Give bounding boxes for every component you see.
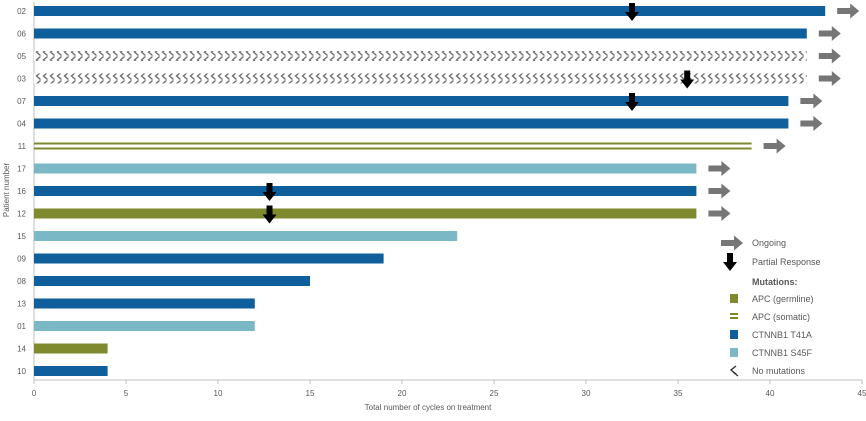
- bar-ctnnb1-t41a: [34, 28, 807, 39]
- patient-label: 01: [17, 322, 26, 331]
- bar-ctnnb1-s45f: [34, 321, 255, 331]
- markers: [262, 3, 860, 224]
- legend-swatch-no-mutation: [732, 371, 739, 377]
- ongoing-arrow-icon: [837, 3, 860, 19]
- bar-apc-somatic-line: [34, 142, 752, 145]
- bar-ctnnb1-s45f: [34, 231, 458, 241]
- x-tick-label: 20: [398, 389, 407, 398]
- legend-item-label: No mutations: [752, 366, 806, 376]
- x-tick-label: 10: [214, 389, 223, 398]
- partial-response-arrow-icon: [262, 205, 277, 224]
- x-tick-label: 35: [674, 389, 683, 398]
- partial-response-arrow-icon: [625, 3, 639, 21]
- legend-ongoing-arrow-icon: [721, 235, 743, 251]
- bar-ctnnb1-t41a: [34, 276, 310, 286]
- patient-label: 04: [17, 120, 26, 129]
- legend-item-label: APC (germline): [752, 294, 814, 304]
- patient-label: 13: [17, 300, 26, 309]
- patient-label: 15: [17, 232, 26, 241]
- bar-no-mutation: [34, 73, 807, 84]
- patient-label: 07: [17, 97, 26, 106]
- ongoing-arrow-icon: [818, 71, 841, 86]
- ongoing-arrow-icon: [818, 26, 841, 41]
- x-tick-label: 30: [582, 389, 591, 398]
- ongoing-arrow-icon: [818, 48, 841, 64]
- ongoing-arrow-icon: [800, 93, 823, 109]
- patient-label: 06: [17, 30, 26, 39]
- x-tick-label: 0: [32, 389, 37, 398]
- partial-response-arrow-icon: [625, 93, 639, 111]
- legend-response-label: Partial Response: [752, 257, 821, 267]
- bar-ctnnb1-t41a: [34, 253, 384, 264]
- bar-apc-germline: [34, 343, 108, 354]
- ongoing-arrow-icon: [800, 116, 823, 131]
- bar-ctnnb1-t41a: [34, 366, 108, 376]
- patient-label: 12: [17, 210, 26, 219]
- bar-ctnnb1-s45f: [34, 163, 697, 174]
- bar-ctnnb1-t41a: [34, 186, 697, 196]
- legend-swatch-ctnnb1-t41a: [730, 330, 738, 339]
- patient-label: 10: [17, 367, 26, 376]
- partial-response-arrow-icon: [262, 183, 277, 201]
- legend-item-label: APC (somatic): [752, 312, 810, 322]
- y-axis-title: Patient number: [2, 163, 11, 218]
- x-tick-label: 15: [306, 389, 315, 398]
- bar-ctnnb1-t41a: [34, 118, 789, 129]
- patient-label: 09: [17, 255, 26, 264]
- ongoing-arrow-icon: [708, 183, 731, 199]
- legend-item-label: CTNNB1 T41A: [752, 330, 812, 340]
- bars: [34, 6, 826, 376]
- patient-label: 17: [17, 165, 26, 174]
- bar-apc-somatic-line: [34, 147, 752, 150]
- bar-ctnnb1-t41a: [34, 96, 789, 106]
- legend-ongoing-label: Ongoing: [752, 238, 786, 248]
- patient-label: 16: [17, 187, 26, 196]
- bar-no-mutation: [34, 51, 807, 61]
- legend-swatch-apc-somatic: [730, 313, 738, 315]
- ongoing-arrow-icon: [708, 161, 731, 176]
- legend-swatch-apc-germline: [730, 294, 738, 303]
- x-axis-title: Total number of cycles on treatment: [365, 403, 493, 412]
- x-tick-label: 45: [858, 389, 866, 398]
- patient-label: 14: [17, 345, 26, 354]
- legend-response-arrow-icon: [723, 253, 737, 271]
- ongoing-arrow-icon: [763, 138, 786, 154]
- legend-item-label: CTNNB1 S45F: [752, 348, 813, 358]
- legend-mutations-title: Mutations:: [752, 277, 798, 287]
- patient-label: 11: [18, 142, 27, 151]
- x-tick-label: 5: [124, 389, 129, 398]
- legend: Ongoing Partial Response Mutations: APC (ge…: [721, 235, 821, 377]
- patient-label: 03: [17, 75, 26, 84]
- partial-response-arrow-icon: [680, 70, 695, 89]
- x-tick-label: 40: [766, 389, 775, 398]
- patient-label: 05: [17, 52, 26, 61]
- ongoing-arrow-icon: [708, 206, 731, 221]
- patient-label: 08: [17, 277, 26, 286]
- legend-swatch-apc-somatic: [730, 317, 738, 319]
- legend-swatch-ctnnb1-s45f: [730, 348, 738, 357]
- bar-ctnnb1-t41a: [34, 6, 826, 16]
- x-tick-label: 25: [490, 389, 499, 398]
- bar-apc-germline: [34, 208, 697, 219]
- patient-label: 02: [17, 7, 26, 16]
- bar-ctnnb1-t41a: [34, 298, 255, 309]
